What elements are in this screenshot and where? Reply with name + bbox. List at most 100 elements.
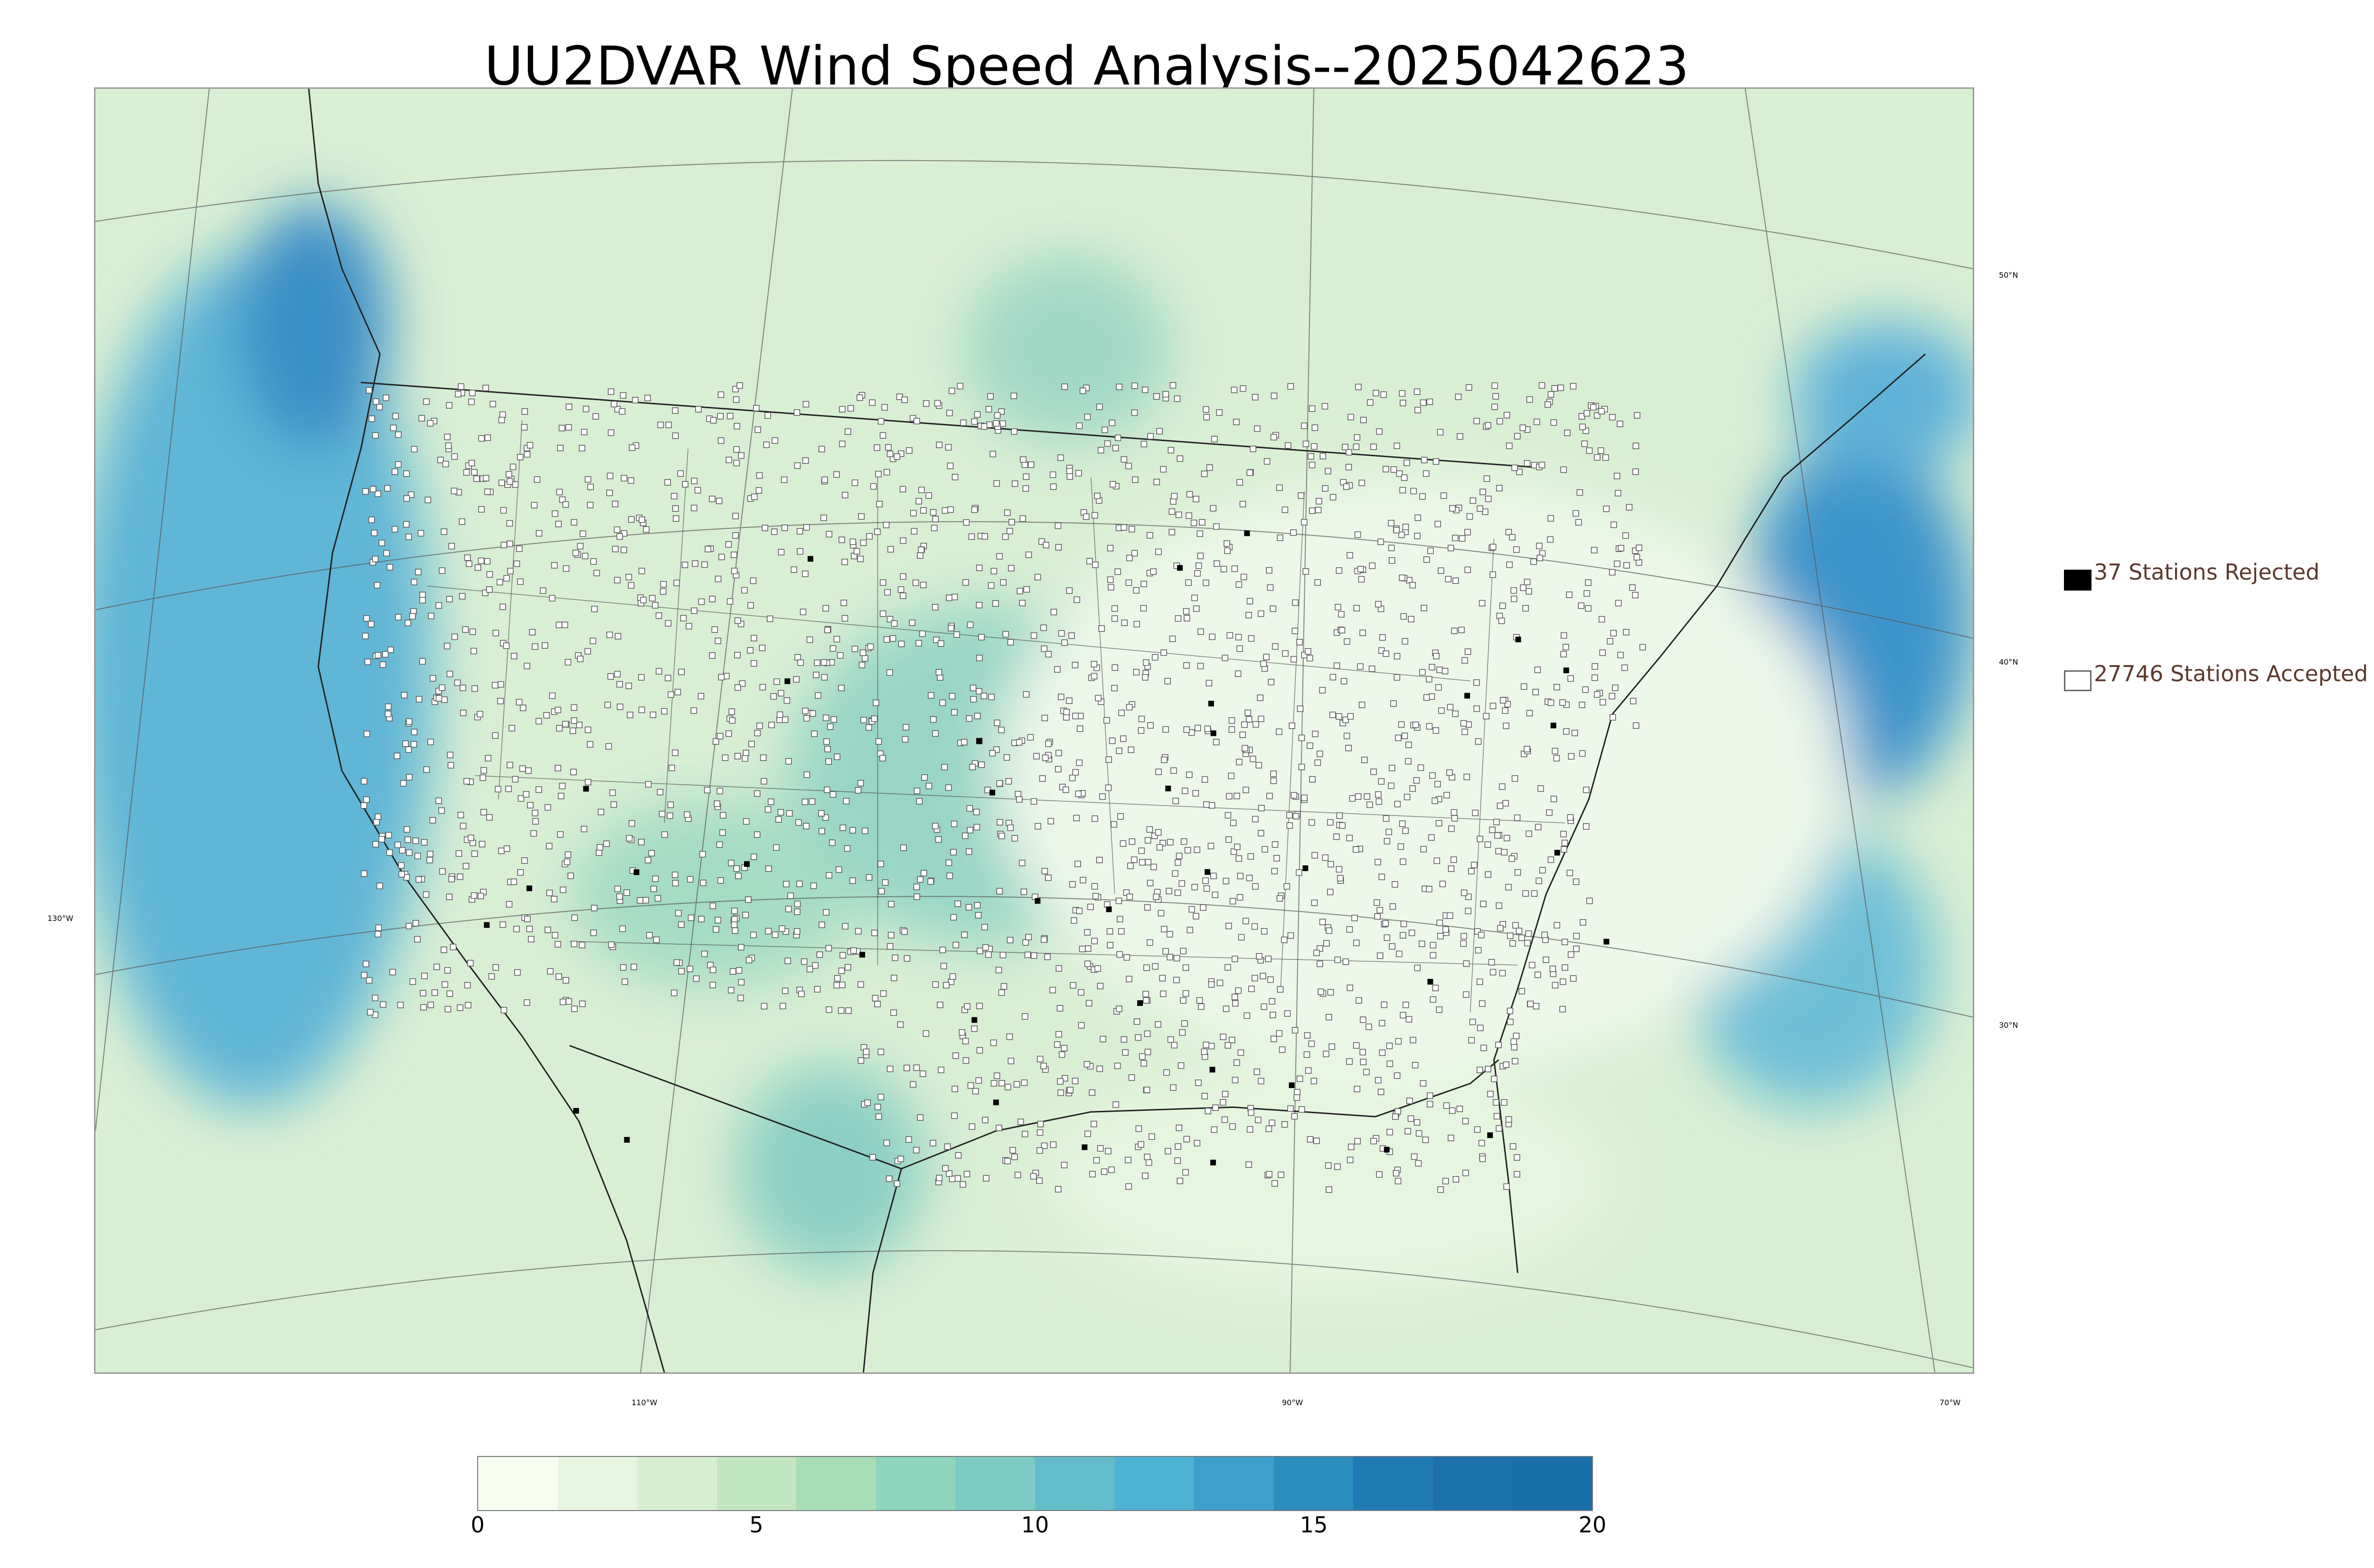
station-accepted (1547, 536, 1554, 543)
station-accepted (1632, 468, 1639, 475)
station-accepted (1147, 939, 1153, 946)
station-accepted (614, 577, 621, 583)
station-accepted (810, 883, 817, 889)
station-accepted (386, 564, 393, 571)
station-accepted (1061, 1045, 1068, 1052)
station-rejected (784, 678, 791, 685)
station-accepted (367, 1009, 374, 1015)
station-accepted (1050, 1141, 1057, 1148)
station-accepted (387, 647, 394, 653)
station-accepted (672, 505, 679, 512)
station-accepted (1250, 445, 1256, 452)
station-accepted (1401, 474, 1408, 481)
station-accepted (1375, 798, 1383, 805)
station-accepted (1223, 878, 1230, 884)
colorbar-segment (1035, 1457, 1115, 1510)
station-accepted (1114, 568, 1121, 575)
station-accepted (710, 417, 717, 424)
station-accepted (385, 703, 392, 710)
station-accepted (1224, 540, 1230, 547)
station-accepted (1393, 527, 1400, 534)
station-accepted (1460, 940, 1467, 947)
station-accepted (1270, 1012, 1276, 1018)
station-accepted (1097, 1145, 1104, 1152)
station-accepted (935, 836, 942, 843)
station-accepted (1301, 423, 1308, 429)
station-accepted (751, 493, 758, 500)
station-accepted (1451, 815, 1458, 822)
colorbar-segment (478, 1457, 558, 1510)
station-accepted (1518, 988, 1525, 995)
station-accepted (496, 579, 503, 586)
station-accepted (1478, 931, 1485, 939)
station-accepted (923, 400, 930, 407)
station-accepted (977, 948, 983, 954)
station-accepted (1150, 864, 1157, 870)
station-accepted (1461, 657, 1468, 664)
station-rejected (1550, 723, 1556, 729)
accepted-legend-label: 27746 Stations Accepted (2094, 661, 2368, 686)
station-accepted (1408, 616, 1414, 623)
station-accepted (855, 787, 862, 794)
station-accepted (1172, 870, 1178, 877)
station-accepted (1400, 858, 1406, 865)
station-accepted (1522, 890, 1529, 897)
station-accepted (1114, 434, 1121, 441)
station-accepted (1147, 722, 1154, 729)
station-accepted (695, 406, 702, 413)
lon-label-70: 70°W (1940, 1398, 1961, 1407)
station-accepted (1045, 740, 1052, 747)
station-accepted (1634, 412, 1640, 419)
station-rejected (624, 1137, 630, 1143)
station-accepted (655, 612, 662, 619)
station-accepted (616, 893, 623, 900)
station-accepted (1457, 433, 1463, 440)
station-accepted (762, 525, 768, 531)
station-accepted (1116, 384, 1122, 390)
station-accepted (1297, 705, 1304, 712)
station-accepted (1007, 937, 1014, 944)
station-accepted (963, 1171, 970, 1177)
station-accepted (946, 873, 953, 879)
station-accepted (1329, 712, 1336, 718)
station-accepted (950, 914, 957, 921)
station-accepted (1326, 1014, 1332, 1021)
station-accepted (1323, 1051, 1329, 1057)
station-accepted (1135, 1125, 1142, 1132)
station-accepted (782, 987, 789, 995)
station-accepted (1364, 793, 1370, 800)
station-accepted (738, 620, 744, 628)
station-accepted (1533, 418, 1540, 425)
station-accepted (1139, 859, 1146, 866)
station-accepted (1537, 785, 1544, 792)
station-accepted (1375, 601, 1382, 608)
station-accepted (401, 692, 408, 699)
station-accepted (1036, 1056, 1044, 1062)
station-accepted (1448, 1135, 1454, 1141)
station-rejected (1554, 850, 1560, 856)
station-accepted (1618, 545, 1624, 552)
station-accepted (1240, 573, 1247, 581)
station-accepted (506, 520, 513, 527)
station-accepted (1479, 600, 1486, 607)
station-accepted (1609, 414, 1616, 421)
station-accepted (731, 551, 737, 558)
station-accepted (1281, 1121, 1288, 1128)
station-accepted (1041, 868, 1048, 874)
station-accepted (1283, 883, 1291, 890)
station-accepted (1303, 1051, 1310, 1058)
station-accepted (503, 575, 510, 582)
station-accepted (484, 434, 491, 441)
station-accepted (1410, 488, 1417, 495)
station-accepted (1583, 410, 1590, 417)
station-accepted (894, 453, 901, 460)
station-accepted (1050, 483, 1057, 490)
colorbar-segment (1273, 1457, 1354, 1510)
station-accepted (1149, 1133, 1155, 1140)
station-accepted (890, 1009, 897, 1016)
station-accepted (694, 487, 701, 494)
station-accepted (1195, 1080, 1202, 1086)
station-accepted (1309, 507, 1316, 514)
station-accepted (853, 548, 860, 555)
station-accepted (1080, 877, 1086, 883)
